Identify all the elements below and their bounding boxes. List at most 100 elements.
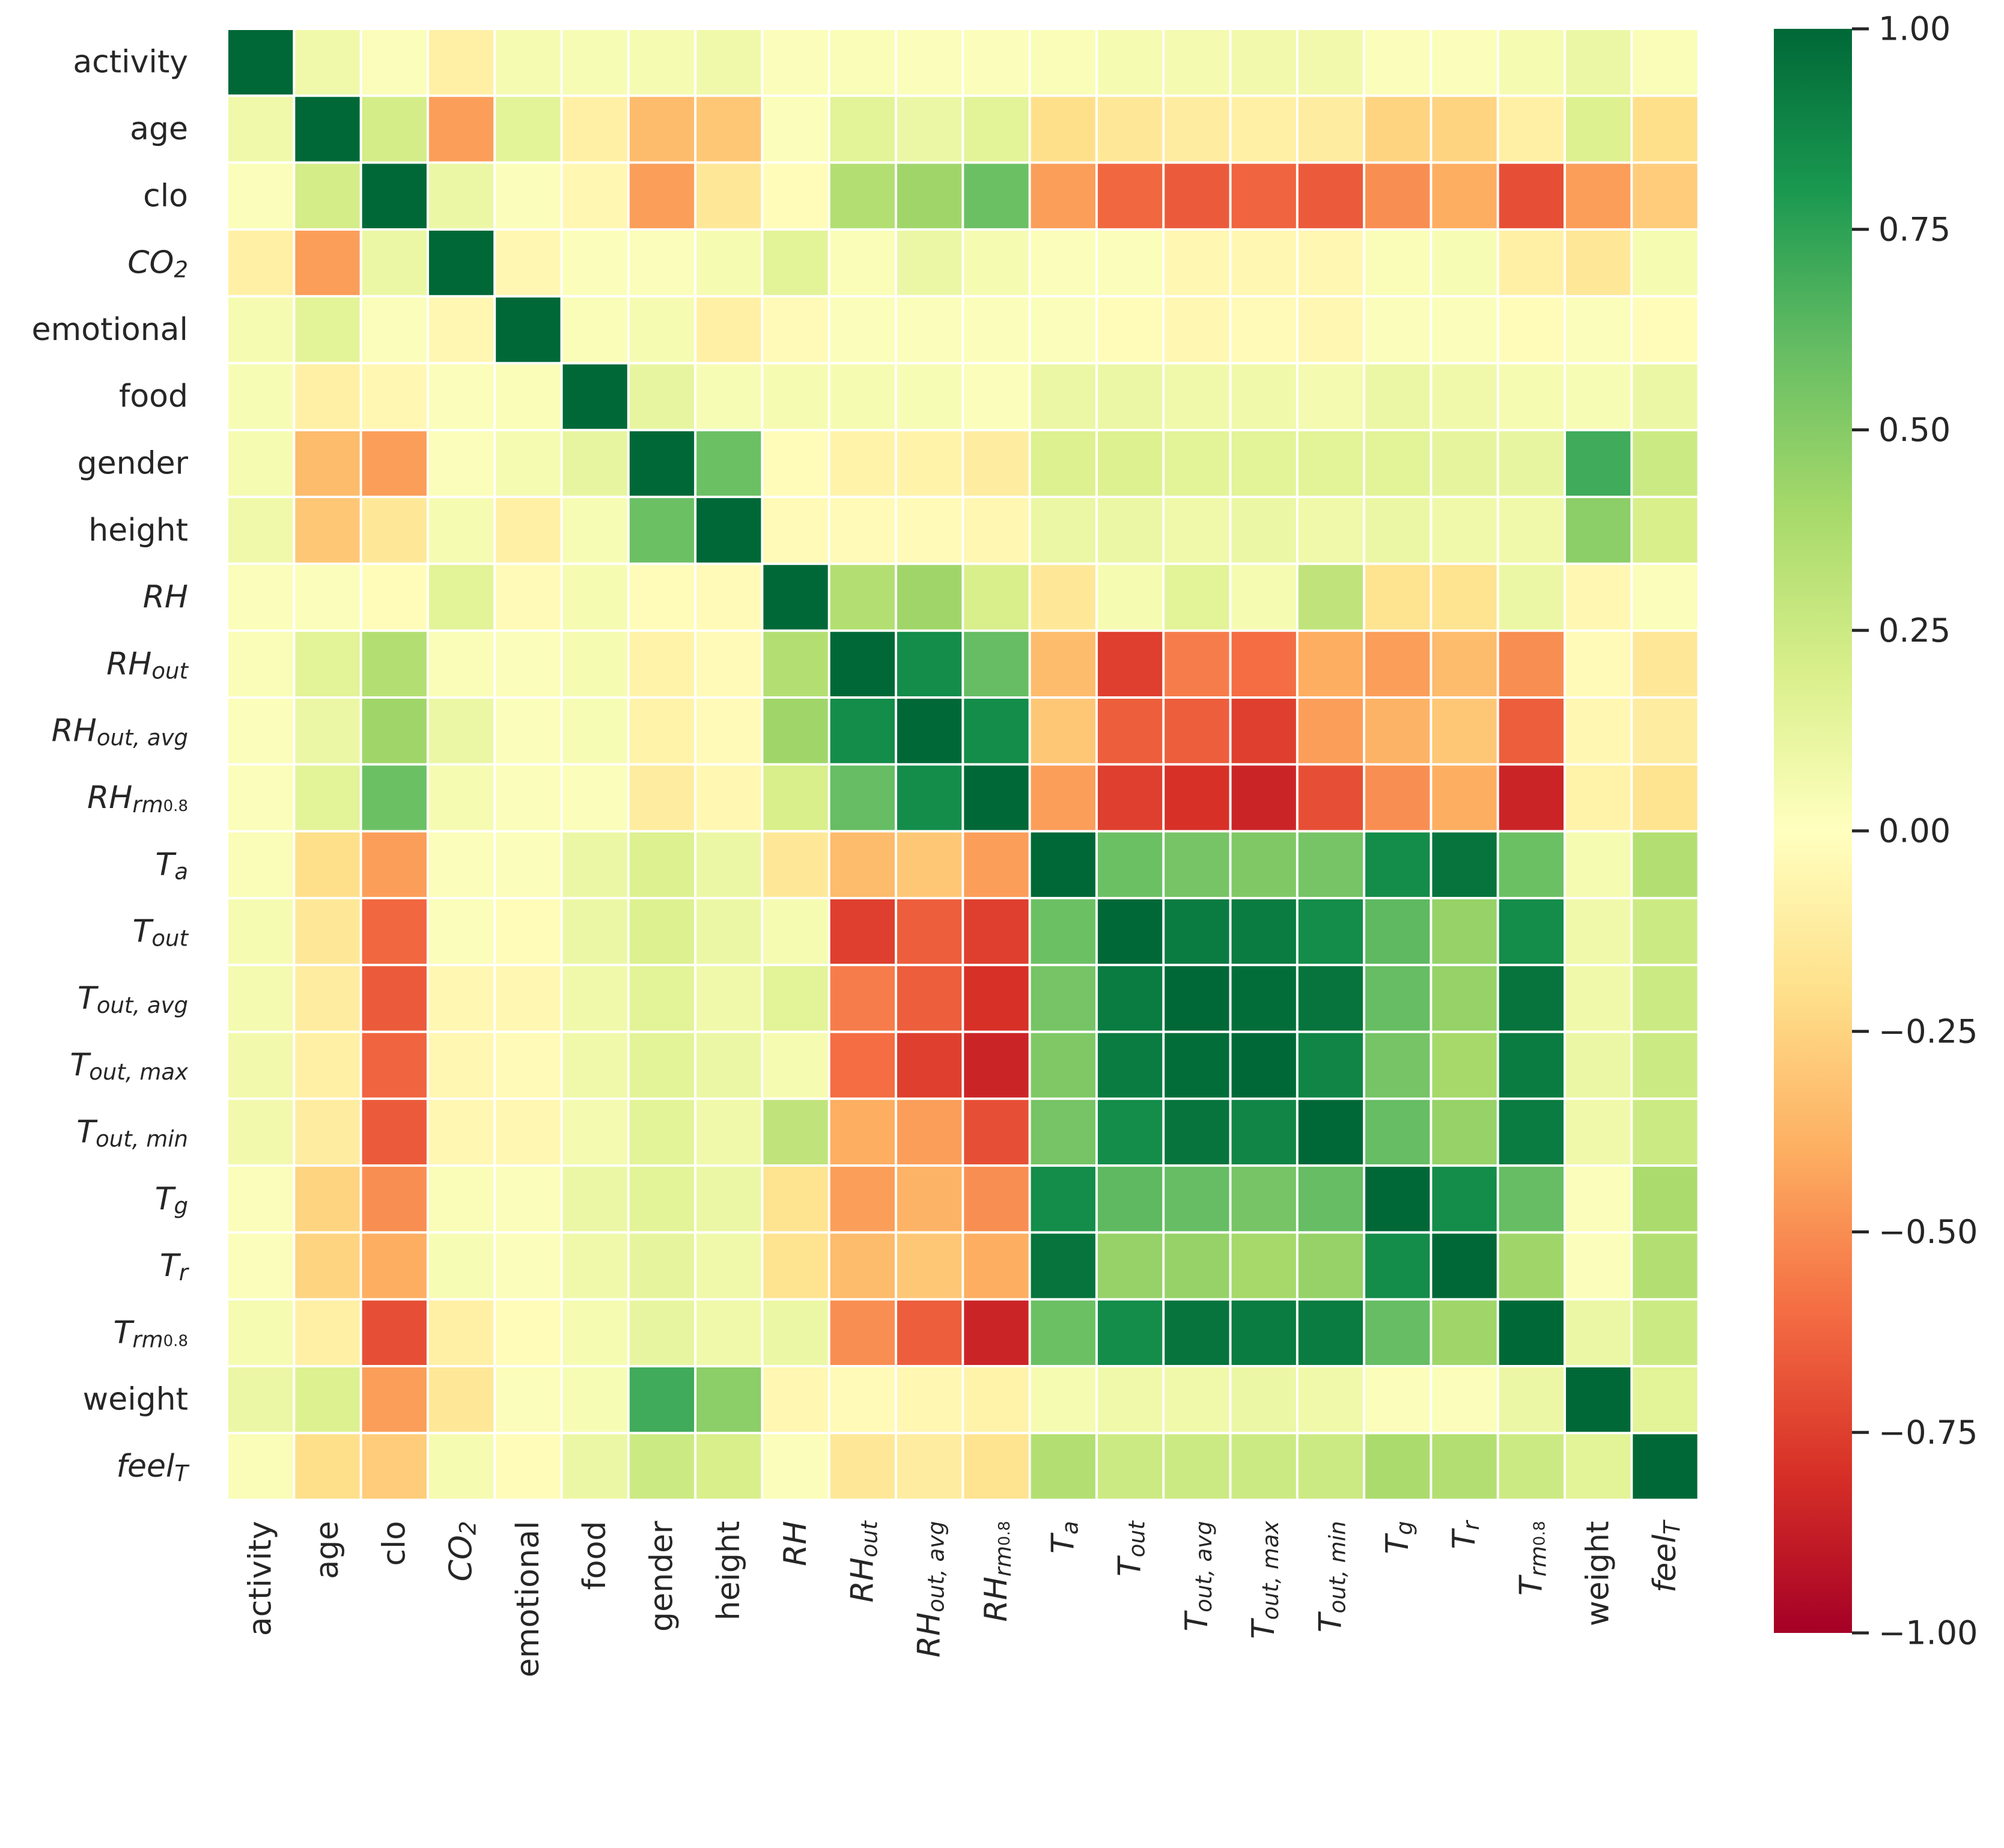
cell-gender-x-feel-t [1633, 431, 1698, 496]
cell-age-x-rh-out [830, 97, 895, 162]
cell-weight-x-t-out-min [1298, 1367, 1363, 1432]
cell-t-out-max-x-t-out-min [1298, 1033, 1363, 1098]
cell-t-out-min-x-food [562, 1099, 627, 1165]
cell-t-out-avg-x-rh [763, 966, 828, 1031]
cell-t-r-x-height [696, 1233, 761, 1298]
cell-t-out-avg-x-rh-rm-0-8 [964, 966, 1029, 1031]
cell-activity-x-age [295, 30, 360, 95]
cell-activity-x-height [696, 30, 761, 95]
cell-t-out-x-t-out-avg [1165, 899, 1229, 964]
cell-emotional-x-rh-out [830, 297, 895, 362]
cell-rh-rm-0-8-x-t-out-min [1298, 765, 1363, 830]
cell-rh-out-x-feel-t [1633, 631, 1698, 696]
cell-rh-out-x-clo [362, 631, 427, 696]
cell-t-out-avg-x-t-out-min [1298, 966, 1363, 1031]
col-label-co-2: CO2 [443, 1521, 481, 1582]
cell-t-out-x-t-out [1097, 899, 1163, 964]
cell-rh-x-height [696, 565, 761, 630]
cell-rh-rm-0-8-x-clo [362, 765, 427, 830]
cell-rh-rm-0-8-x-t-rm-0-8 [1499, 765, 1564, 830]
cell-weight-x-activity [228, 1367, 293, 1432]
cell-t-a-x-weight [1566, 832, 1631, 897]
cell-clo-x-age [295, 163, 360, 228]
cell-t-out-avg-x-t-out [1097, 966, 1163, 1031]
cell-rh-out-x-gender [629, 631, 695, 696]
cell-t-rm-0-8-x-feel-t [1633, 1300, 1698, 1365]
cell-rh-out-x-t-g [1365, 631, 1430, 696]
cell-age-x-t-out-max [1231, 97, 1296, 162]
cell-rh-out-x-rh-out-avg [897, 631, 962, 696]
cell-age-x-height [696, 97, 761, 162]
colorbar-tick-label: −0.75 [1878, 1414, 1978, 1451]
col-label-rh-out-avg: RHout, avg [912, 1521, 949, 1658]
cell-rh-x-clo [362, 565, 427, 630]
cell-t-out-avg-x-t-rm-0-8 [1499, 966, 1564, 1031]
cell-t-r-x-age [295, 1233, 360, 1298]
cell-food-x-height [696, 364, 761, 429]
cell-clo-x-gender [629, 163, 695, 228]
cell-t-g-x-t-a [1031, 1167, 1095, 1232]
cell-rh-x-weight [1566, 565, 1631, 630]
cell-weight-x-t-out-max [1231, 1367, 1296, 1432]
cell-weight-x-t-out-avg [1165, 1367, 1229, 1432]
cell-t-g-x-co-2 [428, 1167, 494, 1232]
cell-rh-x-t-r [1432, 565, 1497, 630]
colorbar-tick-label: −0.25 [1878, 1012, 1978, 1050]
cell-t-out-x-rh-out-avg [897, 899, 962, 964]
cell-t-g-x-weight [1566, 1167, 1631, 1232]
cell-t-g-x-t-rm-0-8 [1499, 1167, 1564, 1232]
cell-gender-x-food [562, 431, 627, 496]
cell-t-out-min-x-rh-rm-0-8 [964, 1099, 1029, 1165]
cell-co-2-x-t-out-min [1298, 230, 1363, 296]
cell-food-x-food [562, 364, 627, 429]
cell-t-out-x-weight [1566, 899, 1631, 964]
cell-t-out-max-x-age [295, 1033, 360, 1098]
cell-food-x-emotional [496, 364, 561, 429]
row-label-t-g: Tg [155, 1181, 188, 1219]
cell-t-g-x-rh-out [830, 1167, 895, 1232]
cell-gender-x-t-out-max [1231, 431, 1296, 496]
cell-gender-x-rh-out [830, 431, 895, 496]
cell-rh-out-avg-x-rh-rm-0-8 [964, 699, 1029, 764]
cell-t-rm-0-8-x-t-rm-0-8 [1499, 1300, 1564, 1365]
cell-rh-out-avg-x-gender [629, 699, 695, 764]
cell-weight-x-t-rm-0-8 [1499, 1367, 1564, 1432]
cell-activity-x-t-out-max [1231, 30, 1296, 95]
row-label-gender: gender [78, 445, 189, 481]
cell-emotional-x-rh-out-avg [897, 297, 962, 362]
cell-t-rm-0-8-x-clo [362, 1300, 427, 1365]
cell-activity-x-gender [629, 30, 695, 95]
cell-t-out-avg-x-food [562, 966, 627, 1031]
cell-t-out-max-x-weight [1566, 1033, 1631, 1098]
cell-weight-x-t-g [1365, 1367, 1430, 1432]
cell-activity-x-co-2 [428, 30, 494, 95]
cell-height-x-rh-rm-0-8 [964, 498, 1029, 563]
cell-t-out-x-t-out-max [1231, 899, 1296, 964]
cell-t-out-min-x-co-2 [428, 1099, 494, 1165]
cell-rh-rm-0-8-x-t-out-avg [1165, 765, 1229, 830]
cell-emotional-x-t-out-avg [1165, 297, 1229, 362]
cell-t-a-x-t-out [1097, 832, 1163, 897]
cell-rh-x-t-a [1031, 565, 1095, 630]
cell-rh-rm-0-8-x-rh-rm-0-8 [964, 765, 1029, 830]
cell-t-out-min-x-weight [1566, 1099, 1631, 1165]
col-label-age: age [309, 1521, 346, 1579]
cell-rh-out-avg-x-t-g [1365, 699, 1430, 764]
cell-height-x-t-out-max [1231, 498, 1296, 563]
cell-t-out-max-x-t-r [1432, 1033, 1497, 1098]
col-label-t-g: Tg [1380, 1521, 1418, 1554]
cell-clo-x-rh [763, 163, 828, 228]
cell-emotional-x-t-out-min [1298, 297, 1363, 362]
cell-weight-x-height [696, 1367, 761, 1432]
cell-co-2-x-t-out [1097, 230, 1163, 296]
cell-age-x-food [562, 97, 627, 162]
cell-t-a-x-t-a [1031, 832, 1095, 897]
cell-height-x-height [696, 498, 761, 563]
cell-t-out-x-t-g [1365, 899, 1430, 964]
cell-co-2-x-food [562, 230, 627, 296]
cell-rh-x-rh-out-avg [897, 565, 962, 630]
col-label-rh: RH [778, 1521, 814, 1566]
cell-t-out-max-x-t-out [1097, 1033, 1163, 1098]
cell-clo-x-rh-out-avg [897, 163, 962, 228]
cell-activity-x-t-out-min [1298, 30, 1363, 95]
